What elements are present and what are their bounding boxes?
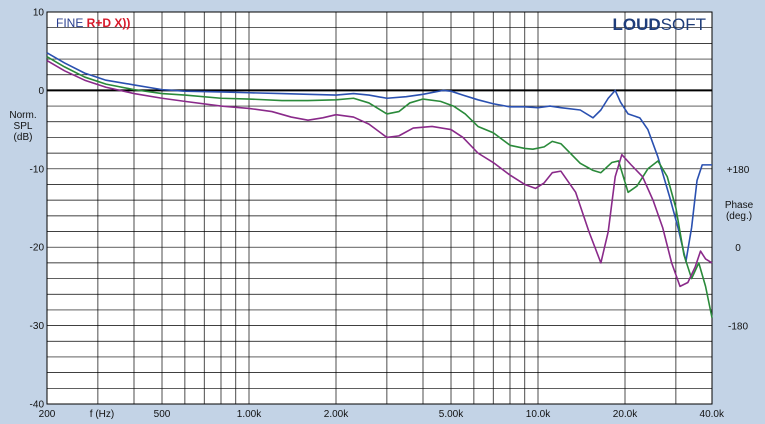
x-tick-label: 500 — [154, 409, 171, 420]
phase-tick-label: -180 — [728, 322, 748, 333]
phase-axis-label-line: Phase — [725, 200, 754, 211]
axis-labels: 10 0 -10 -20 -30 -40 +180 0 -180 200 500 1.00k 2.00k… — [9, 8, 753, 421]
series-line-2 — [46, 55, 713, 318]
y-tick-label: -40 — [30, 400, 45, 411]
plot-border — [46, 11, 713, 405]
series-line-1 — [46, 52, 712, 263]
loudsoft-logo: LOUDSOFT — [612, 15, 706, 34]
y-axis-label-line: SPL — [14, 121, 33, 132]
phase-axis-label-line: (deg.) — [726, 211, 752, 222]
x-tick-label: 10.0k — [526, 409, 551, 420]
x-tick-label: 1.00k — [237, 409, 262, 420]
loudsoft-logo-bold: LOUD — [612, 15, 660, 34]
plot-area — [47, 12, 712, 404]
y-tick-label: -30 — [30, 321, 45, 332]
x-tick-label: 2.00k — [324, 409, 349, 420]
phase-tick-label: 0 — [735, 243, 741, 254]
x-tick-label: 20.0k — [613, 409, 638, 420]
x-tick-label: 200 — [39, 409, 56, 420]
series-group — [46, 52, 713, 318]
y-axis-label-line: (dB) — [14, 132, 33, 143]
series-line-3 — [46, 59, 713, 288]
fine-logo-prefix: FINE — [56, 16, 87, 30]
fine-logo-suffix: R+D X)) — [87, 16, 131, 30]
loudsoft-logo-light: SOFT — [661, 15, 706, 34]
y-tick-label: 10 — [33, 8, 45, 19]
y-axis-label-line: Norm. — [9, 110, 36, 121]
fine-logo: FINE R+D X)) — [56, 16, 130, 30]
x-axis-label: f (Hz) — [90, 409, 114, 420]
x-tick-label: 40.0k — [700, 409, 725, 420]
plot-background — [47, 12, 712, 404]
y-tick-label: -20 — [30, 243, 45, 254]
y-tick-label: -10 — [30, 164, 45, 175]
x-tick-label: 5.00k — [439, 409, 464, 420]
grid — [46, 11, 713, 405]
phase-tick-label: +180 — [727, 165, 750, 176]
y-tick-label: 0 — [38, 86, 44, 97]
